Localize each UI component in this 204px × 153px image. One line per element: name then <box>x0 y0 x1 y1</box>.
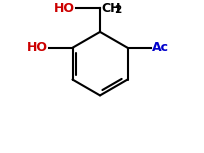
Text: CH: CH <box>101 2 120 15</box>
Text: 2: 2 <box>113 5 121 15</box>
Text: HO: HO <box>27 41 48 54</box>
Text: Ac: Ac <box>152 41 169 54</box>
Text: HO: HO <box>54 2 75 15</box>
